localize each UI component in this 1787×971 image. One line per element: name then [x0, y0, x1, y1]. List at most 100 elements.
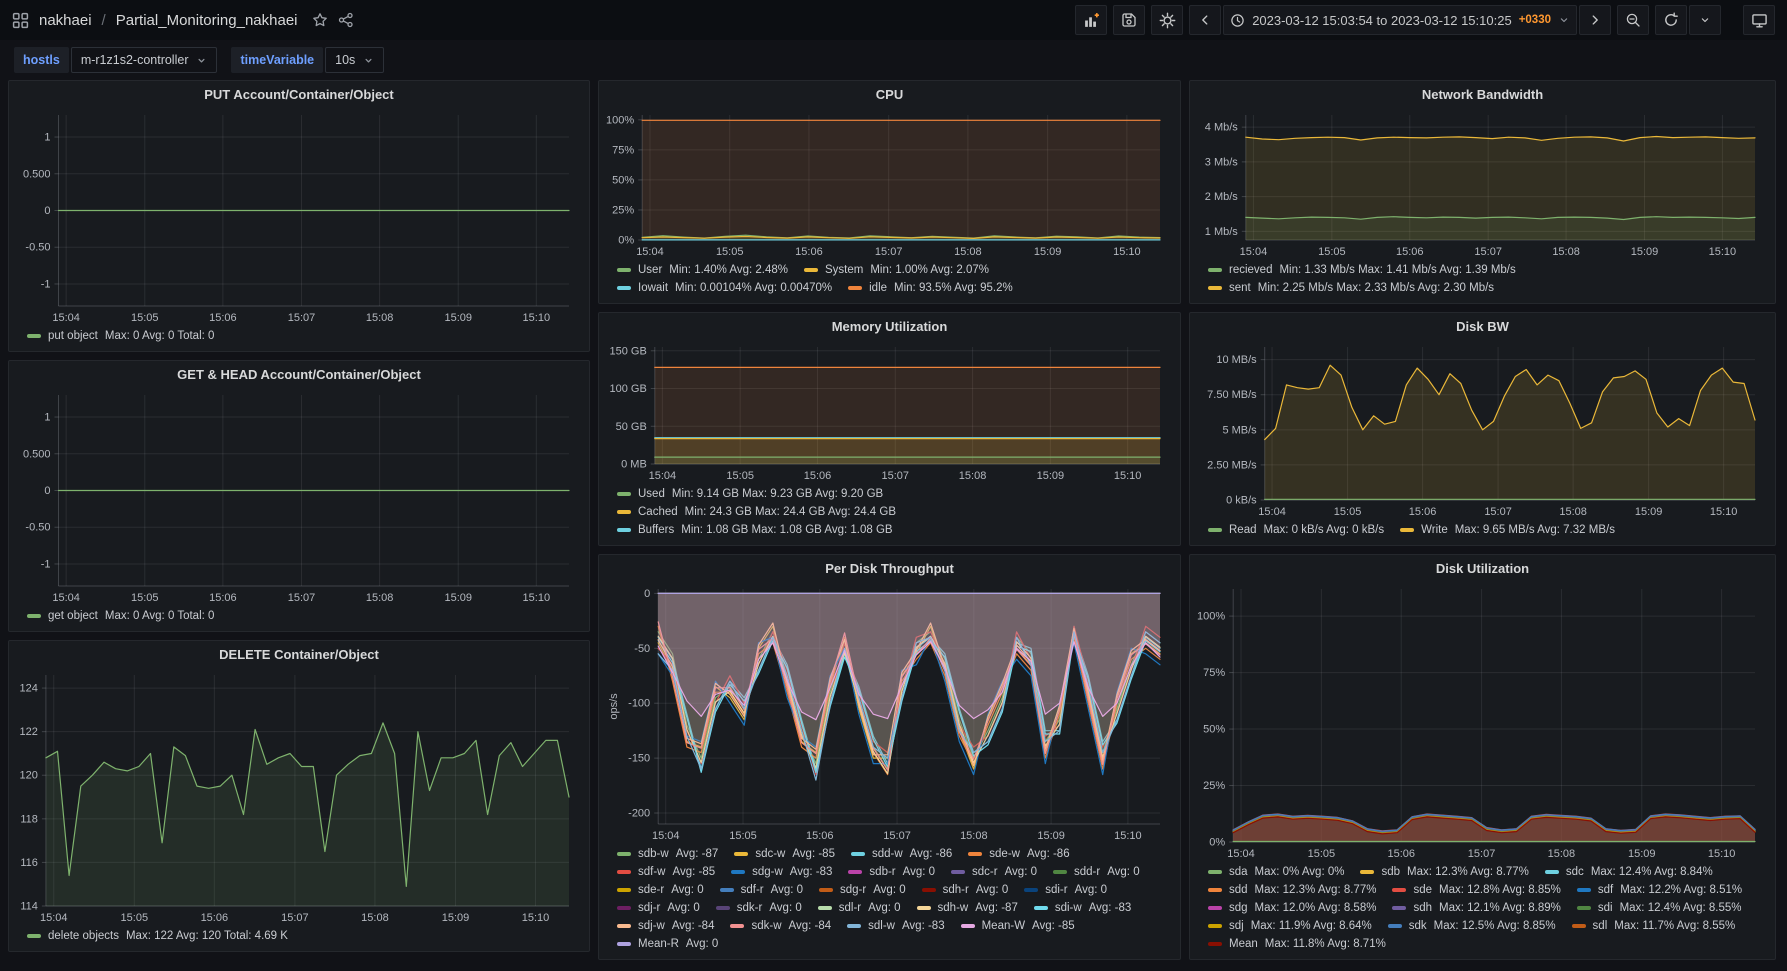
legend-item[interactable]: sde-rAvg: 0	[617, 881, 704, 899]
legend-item[interactable]: Mean-RAvg: 0	[617, 935, 718, 953]
svg-text:0 MB: 0 MB	[621, 459, 647, 471]
legend-item[interactable]: put objectMax: 0 Avg: 0 Total: 0	[27, 327, 214, 345]
svg-text:15:05: 15:05	[1308, 848, 1336, 860]
chart-put[interactable]: 15:0415:0515:0615:0715:0815:0915:1010.50…	[15, 107, 583, 326]
legend-item[interactable]: CachedMin: 24.3 GB Max: 24.4 GB Avg: 24.…	[617, 503, 896, 521]
legend-item[interactable]: sdhMax: 12.1% Avg: 8.89%	[1392, 899, 1560, 917]
legend-item[interactable]: sdeMax: 12.8% Avg: 8.85%	[1392, 881, 1560, 899]
legend-item[interactable]: sdb-wAvg: -87	[617, 845, 718, 863]
legend-item[interactable]: recievedMin: 1.33 Mb/s Max: 1.41 Mb/s Av…	[1208, 261, 1516, 279]
svg-text:15:05: 15:05	[726, 470, 754, 482]
panel-title-perdisk[interactable]: Per Disk Throughput	[599, 555, 1180, 581]
legend-item[interactable]: sdbMax: 12.3% Avg: 8.77%	[1360, 863, 1528, 881]
legend-item[interactable]: sentMin: 2.25 Mb/s Max: 2.33 Mb/s Avg: 2…	[1208, 279, 1494, 297]
chart-memory[interactable]: 15:0415:0515:0615:0715:0815:0915:10150 G…	[605, 339, 1174, 484]
panel-title-diskbw[interactable]: Disk BW	[1190, 313, 1775, 339]
legend-item[interactable]: sdh-rAvg: 0	[922, 881, 1009, 899]
refresh-interval-dropdown[interactable]	[1689, 5, 1721, 35]
legend-item[interactable]: sdgMax: 12.0% Avg: 8.58%	[1208, 899, 1376, 917]
chart-diskutil[interactable]: 15:0415:0515:0615:0715:0815:0915:10100%7…	[1196, 581, 1769, 862]
svg-text:ops/s: ops/s	[608, 693, 620, 720]
svg-text:15:08: 15:08	[1559, 506, 1587, 518]
chart-cpu[interactable]: 15:0415:0515:0615:0715:0815:0915:10100%7…	[605, 107, 1174, 260]
legend-item[interactable]: UsedMin: 9.14 GB Max: 9.23 GB Avg: 9.20 …	[617, 485, 883, 503]
zoom-out-time-button[interactable]	[1617, 5, 1649, 35]
legend-item[interactable]: sdc-rAvg: 0	[951, 863, 1037, 881]
chevron-down-icon	[363, 55, 374, 66]
variable-timevariable-select[interactable]: 10s	[325, 47, 384, 73]
legend-item[interactable]: WriteMax: 9.65 MB/s Avg: 7.32 MB/s	[1400, 521, 1615, 539]
legend-item[interactable]: sdcMax: 12.4% Avg: 8.84%	[1545, 863, 1713, 881]
chart-diskbw[interactable]: 15:0415:0515:0615:0715:0815:0915:1010 MB…	[1196, 339, 1769, 520]
time-range-picker[interactable]: 2023-03-12 15:03:54 to 2023-03-12 15:10:…	[1223, 5, 1577, 35]
legend-item[interactable]: get objectMax: 0 Avg: 0 Total: 0	[27, 607, 214, 625]
legend-item[interactable]: sdl-wAvg: -83	[847, 917, 944, 935]
variable-hostls-select[interactable]: m-r1z1s2-controller	[71, 47, 218, 73]
legend-series-name: sdc	[1566, 863, 1584, 881]
panel-title-memory[interactable]: Memory Utilization	[599, 313, 1180, 339]
legend-item[interactable]: sdf-wAvg: -85	[617, 863, 715, 881]
chart-perdisk[interactable]: 15:0415:0515:0615:0715:0815:0915:100-50-…	[605, 581, 1174, 844]
legend-item[interactable]: sdl-rAvg: 0	[818, 899, 901, 917]
legend-item[interactable]: sdlMax: 11.7% Avg: 8.55%	[1572, 917, 1736, 935]
refresh-button[interactable]	[1655, 5, 1687, 35]
legend-item[interactable]: sdj-rAvg: 0	[617, 899, 700, 917]
legend-item[interactable]: IowaitMin: 0.00104% Avg: 0.00470%	[617, 279, 832, 297]
legend-item[interactable]: sdaMax: 0% Avg: 0%	[1208, 863, 1344, 881]
legend-item[interactable]: sdd-wAvg: -86	[851, 845, 952, 863]
time-shift-forward-button[interactable]	[1579, 5, 1611, 35]
legend-item[interactable]: Mean-WAvg: -85	[961, 917, 1075, 935]
variable-timevariable-label: timeVariable	[231, 47, 323, 73]
svg-text:4 Mb/s: 4 Mb/s	[1205, 122, 1239, 134]
legend-series-stats: Avg: -87	[975, 899, 1018, 917]
add-panel-button[interactable]	[1075, 5, 1107, 35]
chart-get[interactable]: 15:0415:0515:0615:0715:0815:0915:1010.50…	[15, 387, 583, 606]
legend-item[interactable]: sddMax: 12.3% Avg: 8.77%	[1208, 881, 1376, 899]
legend-item[interactable]: sdfMax: 12.2% Avg: 8.51%	[1577, 881, 1742, 899]
legend-series-name: System	[825, 261, 863, 279]
legend-item[interactable]: sdg-wAvg: -83	[731, 863, 832, 881]
legend-item[interactable]: SystemMin: 1.00% Avg: 2.07%	[804, 261, 989, 279]
legend-item[interactable]: sde-wAvg: -86	[968, 845, 1069, 863]
panel-title-delete[interactable]: DELETE Container/Object	[9, 641, 589, 667]
legend-series-stats: Avg: 0	[1005, 863, 1037, 881]
legend-item[interactable]: UserMin: 1.40% Avg: 2.48%	[617, 261, 788, 279]
legend-item[interactable]: sdjMax: 11.9% Avg: 8.64%	[1208, 917, 1372, 935]
legend-item[interactable]: sdj-wAvg: -84	[617, 917, 714, 935]
panel-title-put[interactable]: PUT Account/Container/Object	[9, 81, 589, 107]
legend-item[interactable]: sdk-rAvg: 0	[716, 899, 802, 917]
apps-grid-icon[interactable]	[12, 12, 29, 29]
legend-item[interactable]: sdi-wAvg: -83	[1034, 899, 1131, 917]
legend-item[interactable]: sdf-rAvg: 0	[720, 881, 803, 899]
svg-text:0: 0	[44, 485, 50, 497]
share-icon[interactable]	[338, 12, 354, 28]
breadcrumb-folder[interactable]: nakhaei	[39, 12, 92, 29]
time-shift-back-button[interactable]	[1189, 5, 1221, 35]
panel-title-network[interactable]: Network Bandwidth	[1190, 81, 1775, 107]
legend-item[interactable]: BuffersMin: 1.08 GB Max: 1.08 GB Avg: 1.…	[617, 521, 893, 539]
panel-title-get[interactable]: GET & HEAD Account/Container/Object	[9, 361, 589, 387]
legend-item[interactable]: sdk-wAvg: -84	[730, 917, 831, 935]
panel-title-cpu[interactable]: CPU	[599, 81, 1180, 107]
legend-item[interactable]: sdg-rAvg: 0	[819, 881, 906, 899]
legend-item[interactable]: sdiMax: 12.4% Avg: 8.55%	[1577, 899, 1742, 917]
legend-item[interactable]: sdc-wAvg: -85	[734, 845, 835, 863]
legend-item[interactable]: sdkMax: 12.5% Avg: 8.85%	[1388, 917, 1556, 935]
chart-delete[interactable]: 15:0415:0515:0615:0715:0815:0915:1012412…	[15, 667, 583, 926]
kiosk-mode-button[interactable]	[1743, 5, 1775, 35]
star-icon[interactable]	[312, 12, 328, 28]
legend-series-name: sde-w	[989, 845, 1020, 863]
legend-item[interactable]: sdi-rAvg: 0	[1024, 881, 1107, 899]
panel-title-diskutil[interactable]: Disk Utilization	[1190, 555, 1775, 581]
legend-item[interactable]: sdd-rAvg: 0	[1053, 863, 1140, 881]
legend-item[interactable]: sdb-rAvg: 0	[848, 863, 935, 881]
legend-item[interactable]: ReadMax: 0 kB/s Avg: 0 kB/s	[1208, 521, 1384, 539]
dashboard-settings-button[interactable]	[1151, 5, 1183, 35]
legend-item[interactable]: sdh-wAvg: -87	[917, 899, 1018, 917]
breadcrumb: nakhaei / Partial_Monitoring_nakhaei	[12, 12, 354, 29]
legend-item[interactable]: idleMin: 93.5% Avg: 95.2%	[848, 279, 1013, 297]
legend-item[interactable]: MeanMax: 11.8% Avg: 8.71%	[1208, 935, 1386, 953]
legend-item[interactable]: delete objectsMax: 122 Avg: 120 Total: 4…	[27, 927, 288, 945]
save-dashboard-button[interactable]	[1113, 5, 1145, 35]
chart-network[interactable]: 15:0415:0515:0615:0715:0815:0915:104 Mb/…	[1196, 107, 1769, 260]
